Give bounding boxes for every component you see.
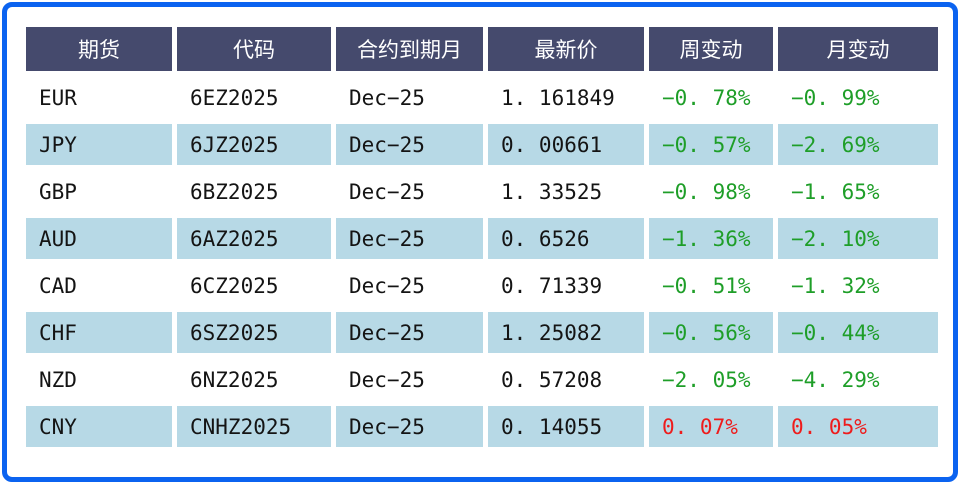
cell-expiry-month: Dec−25	[336, 171, 483, 212]
cell-weekly-change: −2. 05%	[649, 359, 773, 400]
cell-futures: EUR	[26, 77, 172, 118]
header-cell-futures: 期货	[26, 27, 172, 71]
table-row: EUR 6EZ2025 Dec−25 1. 161849 −0. 78% −0. 99%	[26, 77, 938, 118]
cell-monthly-change: −2. 69%	[778, 124, 938, 165]
cell-futures: CNY	[26, 406, 172, 447]
cell-last-price: 1. 25082	[488, 312, 644, 353]
header-row: 期货 代码 合约到期月 最新价 周变动 月变动	[26, 27, 938, 71]
cell-futures: CHF	[26, 312, 172, 353]
cell-expiry-month: Dec−25	[336, 218, 483, 259]
cell-weekly-change: 0. 07%	[649, 406, 773, 447]
cell-expiry-month: Dec−25	[336, 359, 483, 400]
cell-expiry-month: Dec−25	[336, 77, 483, 118]
header-cell-monthly-change: 月变动	[778, 27, 938, 71]
cell-monthly-change: −0. 99%	[778, 77, 938, 118]
cell-monthly-change: 0. 05%	[778, 406, 938, 447]
cell-monthly-change: −1. 65%	[778, 171, 938, 212]
cell-expiry-month: Dec−25	[336, 124, 483, 165]
cell-last-price: 0. 00661	[488, 124, 644, 165]
header-cell-last-price: 最新价	[488, 27, 644, 71]
cell-last-price: 0. 14055	[488, 406, 644, 447]
cell-last-price: 1. 161849	[488, 77, 644, 118]
cell-monthly-change: −1. 32%	[778, 265, 938, 306]
cell-last-price: 0. 6526	[488, 218, 644, 259]
futures-table: 期货 代码 合约到期月 最新价 周变动 月变动 EUR 6EZ2025 Dec−25 1. 16…	[21, 21, 943, 453]
cell-futures: NZD	[26, 359, 172, 400]
table-row: GBP 6BZ2025 Dec−25 1. 33525 −0. 98% −1. 65%	[26, 171, 938, 212]
cell-code: 6BZ2025	[177, 171, 331, 212]
cell-futures: AUD	[26, 218, 172, 259]
table-body: EUR 6EZ2025 Dec−25 1. 161849 −0. 78% −0. 99% J…	[26, 77, 938, 447]
table-row: NZD 6NZ2025 Dec−25 0. 57208 −2. 05% −4. 29%	[26, 359, 938, 400]
table-row: CHF 6SZ2025 Dec−25 1. 25082 −0. 56% −0. 44%	[26, 312, 938, 353]
cell-code: 6NZ2025	[177, 359, 331, 400]
cell-futures: GBP	[26, 171, 172, 212]
cell-expiry-month: Dec−25	[336, 312, 483, 353]
cell-expiry-month: Dec−25	[336, 265, 483, 306]
cell-expiry-month: Dec−25	[336, 406, 483, 447]
cell-futures: JPY	[26, 124, 172, 165]
cell-last-price: 0. 71339	[488, 265, 644, 306]
table-row: CNY CNHZ2025 Dec−25 0. 14055 0. 07% 0. 05%	[26, 406, 938, 447]
cell-weekly-change: −0. 57%	[649, 124, 773, 165]
cell-last-price: 1. 33525	[488, 171, 644, 212]
cell-weekly-change: −0. 56%	[649, 312, 773, 353]
cell-code: 6AZ2025	[177, 218, 331, 259]
cell-code: 6JZ2025	[177, 124, 331, 165]
header-cell-weekly-change: 周变动	[649, 27, 773, 71]
cell-code: 6SZ2025	[177, 312, 331, 353]
table-row: AUD 6AZ2025 Dec−25 0. 6526 −1. 36% −2. 10%	[26, 218, 938, 259]
table-row: JPY 6JZ2025 Dec−25 0. 00661 −0. 57% −2. 69%	[26, 124, 938, 165]
cell-monthly-change: −0. 44%	[778, 312, 938, 353]
cell-monthly-change: −4. 29%	[778, 359, 938, 400]
cell-code: 6CZ2025	[177, 265, 331, 306]
cell-last-price: 0. 57208	[488, 359, 644, 400]
table-row: CAD 6CZ2025 Dec−25 0. 71339 −0. 51% −1. 32%	[26, 265, 938, 306]
header-cell-code: 代码	[177, 27, 331, 71]
cell-weekly-change: −1. 36%	[649, 218, 773, 259]
cell-monthly-change: −2. 10%	[778, 218, 938, 259]
cell-weekly-change: −0. 51%	[649, 265, 773, 306]
cell-weekly-change: −0. 78%	[649, 77, 773, 118]
header-cell-expiry-month: 合约到期月	[336, 27, 483, 71]
cell-code: 6EZ2025	[177, 77, 331, 118]
cell-code: CNHZ2025	[177, 406, 331, 447]
cell-weekly-change: −0. 98%	[649, 171, 773, 212]
cell-futures: CAD	[26, 265, 172, 306]
